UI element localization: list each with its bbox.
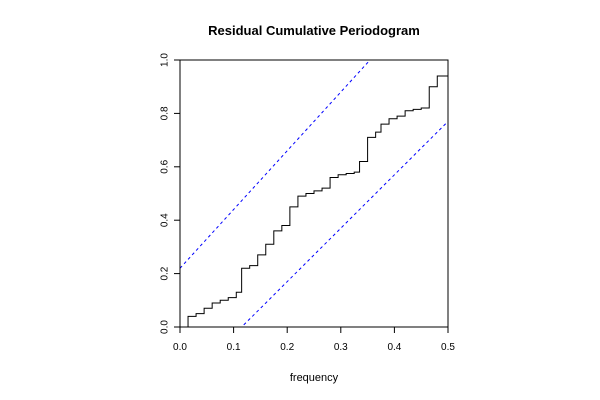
y-tick-label: 0.8: [160, 106, 171, 120]
x-tick-label: 0.5: [441, 342, 455, 353]
y-tick-label: 0.4: [160, 213, 171, 227]
x-axis-label: frequency: [290, 372, 339, 384]
x-tick-label: 0.1: [227, 342, 241, 353]
confidence-band-line-2: [240, 121, 448, 327]
x-axis: 0.0 0.1 0.2 0.3 0.4 0.5: [173, 326, 455, 353]
y-axis: 0.0 0.2 0.4 0.6 0.8 1.0: [160, 53, 181, 334]
confidence-band-line-1: [180, 60, 371, 269]
y-tick-label: 0.6: [160, 159, 171, 173]
x-tick-label: 0.4: [387, 342, 401, 353]
chart-title: Residual Cumulative Periodogram: [208, 23, 420, 38]
x-tick-label: 0.0: [173, 342, 187, 353]
y-tick-label: 1.0: [160, 53, 171, 67]
y-tick-label: 0.2: [160, 266, 171, 280]
x-tick-label: 0.2: [280, 342, 294, 353]
x-tick-label: 0.3: [334, 342, 348, 353]
y-tick-label: 0.0: [160, 320, 171, 334]
plot-lines: [180, 60, 448, 327]
cumulative-periodogram-line: [180, 60, 448, 327]
